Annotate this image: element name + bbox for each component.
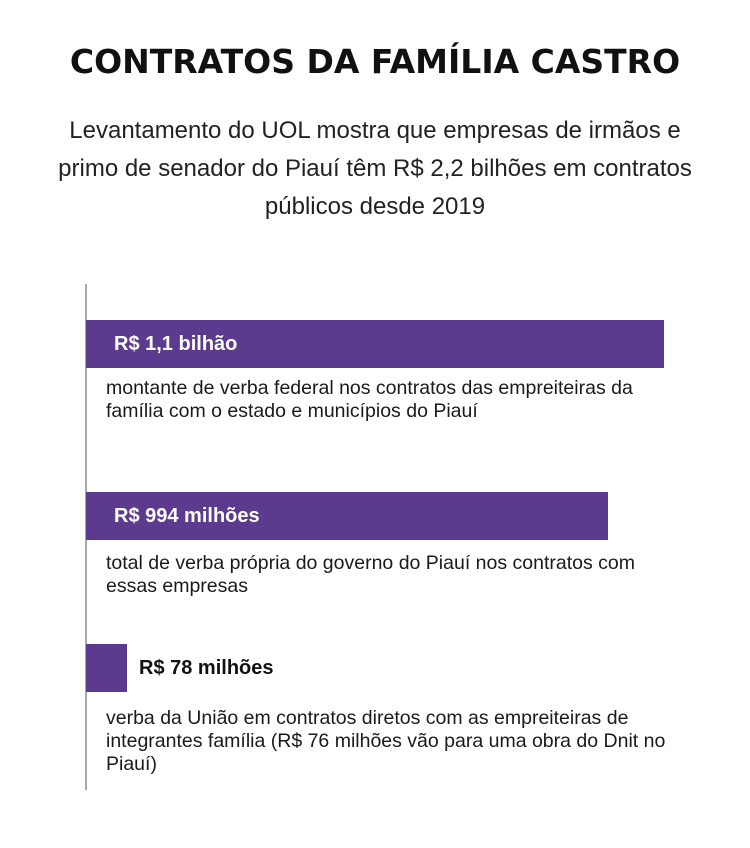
bar-label-federal: R$ 1,1 bilhão [114,333,238,355]
chart-title: CONTRATOS DA FAMÍLIA CASTRO [69,42,681,81]
bar-estadual [86,492,608,540]
bar-federal [86,320,664,368]
description-estadual: total de verba própria do governo do Pia… [106,552,635,597]
bar-label-uniao: R$ 78 milhões [139,657,274,679]
bar-label-estadual: R$ 994 milhões [114,505,260,527]
description-uniao: verba da União em contratos diretos com … [106,707,666,775]
description-federal: montante de verba federal nos contratos … [106,377,633,422]
bar-uniao [86,644,127,692]
chart-subtitle: Levantamento do UOL mostra que empresas … [58,117,692,220]
